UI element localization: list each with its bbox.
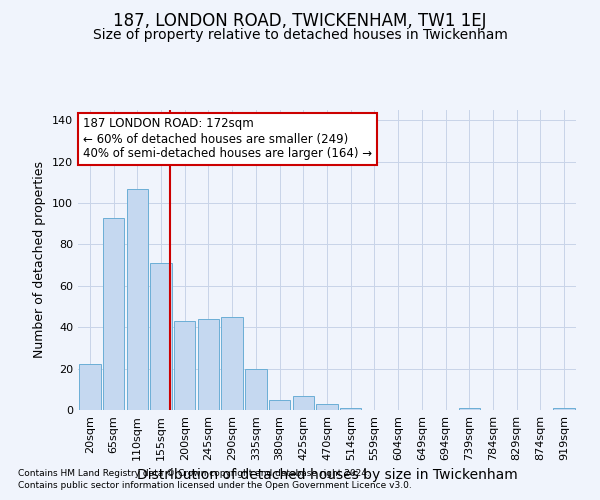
Bar	[553, 408, 575, 410]
Bar	[245, 368, 266, 410]
Bar	[127, 188, 148, 410]
X-axis label: Distribution of detached houses by size in Twickenham: Distribution of detached houses by size …	[137, 468, 517, 482]
Bar	[198, 319, 219, 410]
Bar	[316, 404, 338, 410]
Text: Contains public sector information licensed under the Open Government Licence v3: Contains public sector information licen…	[18, 481, 412, 490]
Bar	[79, 364, 101, 410]
Bar	[221, 317, 243, 410]
Bar	[151, 263, 172, 410]
Bar	[103, 218, 124, 410]
Bar	[458, 408, 480, 410]
Text: 187 LONDON ROAD: 172sqm
← 60% of detached houses are smaller (249)
40% of semi-d: 187 LONDON ROAD: 172sqm ← 60% of detache…	[83, 118, 372, 160]
Bar	[340, 408, 361, 410]
Text: Contains HM Land Registry data © Crown copyright and database right 2024.: Contains HM Land Registry data © Crown c…	[18, 468, 370, 477]
Text: Size of property relative to detached houses in Twickenham: Size of property relative to detached ho…	[92, 28, 508, 42]
Y-axis label: Number of detached properties: Number of detached properties	[34, 162, 46, 358]
Text: 187, LONDON ROAD, TWICKENHAM, TW1 1EJ: 187, LONDON ROAD, TWICKENHAM, TW1 1EJ	[113, 12, 487, 30]
Bar	[174, 321, 196, 410]
Bar	[293, 396, 314, 410]
Bar	[269, 400, 290, 410]
